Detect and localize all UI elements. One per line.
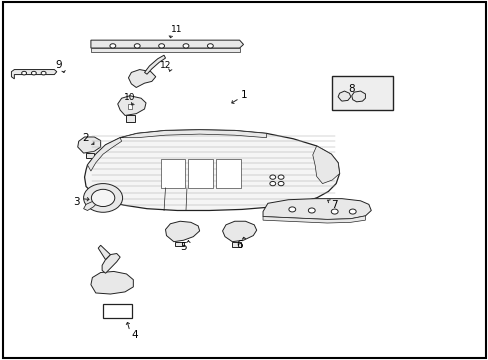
Polygon shape [91,40,243,48]
Text: 3: 3 [73,197,80,207]
Circle shape [83,184,122,212]
Polygon shape [165,221,199,242]
Circle shape [288,207,295,212]
Polygon shape [144,55,165,74]
Polygon shape [175,242,183,246]
Polygon shape [263,216,365,223]
Circle shape [41,71,46,75]
Circle shape [158,44,164,48]
Polygon shape [102,253,120,273]
Text: 8: 8 [348,84,354,94]
Polygon shape [128,104,132,109]
Polygon shape [160,159,184,188]
Circle shape [134,44,140,48]
Circle shape [278,175,284,179]
Text: 10: 10 [124,93,135,102]
Text: 1: 1 [241,90,247,100]
Polygon shape [188,159,212,188]
Text: 9: 9 [55,60,61,70]
Circle shape [110,44,116,48]
Circle shape [278,181,284,186]
Text: 7: 7 [331,200,337,210]
Circle shape [269,181,275,186]
Polygon shape [312,146,339,184]
Polygon shape [263,199,370,220]
Text: 5: 5 [180,242,186,252]
Text: 12: 12 [160,61,171,70]
Polygon shape [83,202,98,211]
Polygon shape [91,48,239,51]
Polygon shape [216,159,240,188]
Polygon shape [87,138,122,171]
Circle shape [183,44,188,48]
Polygon shape [126,116,135,122]
Polygon shape [267,198,316,211]
Polygon shape [351,91,365,102]
Polygon shape [128,69,156,87]
Circle shape [308,208,315,213]
Polygon shape [84,130,339,211]
Polygon shape [91,271,133,294]
Circle shape [269,175,275,179]
Text: 6: 6 [236,240,243,250]
Polygon shape [11,69,57,79]
Circle shape [348,209,355,214]
Bar [331,76,392,110]
Polygon shape [222,221,256,242]
Circle shape [31,71,36,75]
Polygon shape [86,153,94,158]
Circle shape [330,209,337,214]
Text: 2: 2 [82,133,89,143]
Polygon shape [120,130,266,138]
Polygon shape [337,91,350,101]
Circle shape [207,44,213,48]
Text: 4: 4 [131,330,138,340]
Polygon shape [232,242,240,247]
Circle shape [91,189,115,207]
Polygon shape [78,137,101,153]
Circle shape [21,71,26,75]
Polygon shape [98,245,110,260]
Polygon shape [118,96,146,116]
Bar [103,304,132,318]
Text: 11: 11 [170,25,182,34]
